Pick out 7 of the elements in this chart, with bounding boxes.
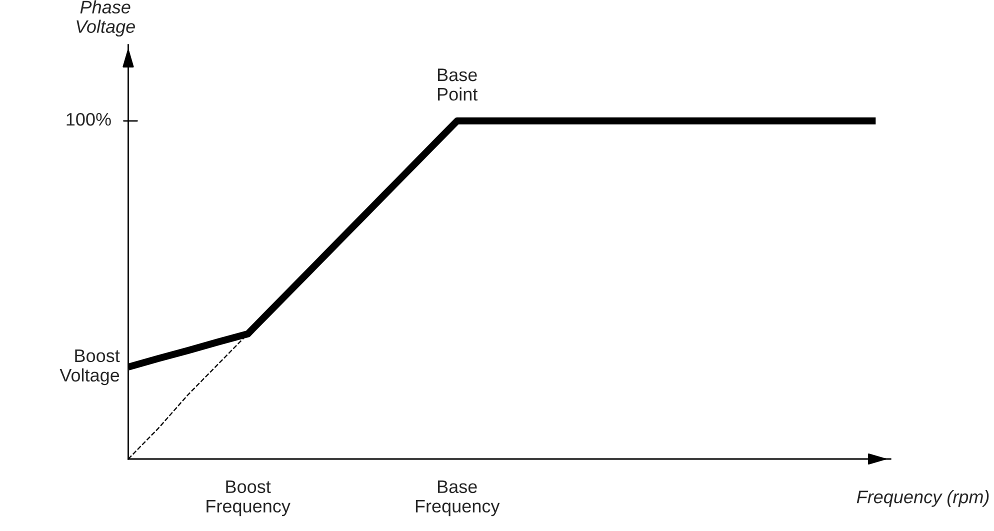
x-tick-label: Boost Frequency bbox=[206, 480, 290, 516]
text: Boost Voltage bbox=[60, 350, 120, 386]
y-axis-title: Phase Voltage bbox=[76, 0, 135, 37]
x-axis-title: Frequency (rpm) bbox=[856, 490, 989, 507]
text: 100% bbox=[66, 112, 111, 126]
x-tick-label: Base Frequency bbox=[416, 480, 500, 516]
annotation: Base Point bbox=[438, 68, 478, 101]
